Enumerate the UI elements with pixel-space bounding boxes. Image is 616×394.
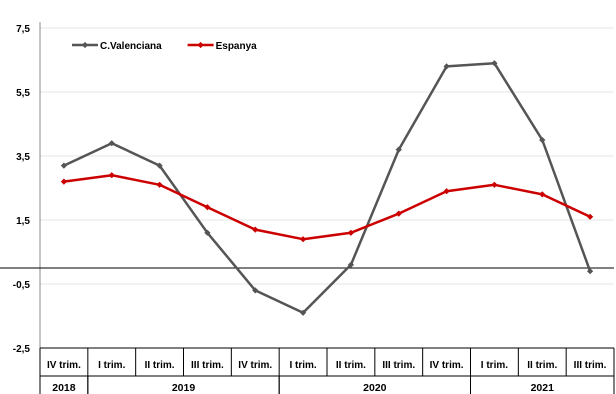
legend-label: Espanya (216, 41, 258, 52)
legend: C.Valenciana Espanya (72, 41, 257, 52)
data-point (395, 210, 402, 217)
data-point (108, 140, 115, 147)
legend-marker (81, 41, 89, 49)
data-point (347, 261, 355, 268)
x-tick-label: IV trim. (47, 360, 81, 371)
year-label: 2021 (531, 382, 555, 394)
y-tick-label: -0,5 (13, 280, 31, 291)
x-tick-label: III trim. (574, 360, 607, 371)
legend-marker (197, 41, 204, 49)
x-axis: IV trim. I trim. II trim. III trim. IV trim.… (39, 347, 615, 394)
data-point (108, 172, 115, 179)
data-point (60, 178, 68, 185)
x-tick-label: I trim. (289, 360, 316, 371)
gridlines (40, 27, 614, 349)
data-point (395, 146, 402, 153)
data-point (586, 268, 594, 275)
x-tick-label: IV trim. (430, 360, 464, 371)
y-tick-label: 1,5 (16, 216, 30, 227)
year-label: 2020 (363, 382, 387, 394)
year-label: 2018 (52, 382, 76, 394)
series-line-espanya (63, 173, 591, 241)
y-tick-label: 3,5 (16, 152, 30, 163)
series-line-c-valenciana (63, 61, 592, 315)
series-lines (60, 60, 594, 316)
data-point (299, 236, 307, 243)
x-tick-label: I trim. (98, 360, 125, 371)
data-point (299, 309, 307, 316)
legend-label: C.Valenciana (100, 41, 162, 52)
x-tick-label: II trim. (527, 360, 557, 371)
x-tick-label: I trim. (481, 360, 508, 371)
data-point (156, 181, 163, 188)
data-point (252, 226, 259, 233)
y-tick-label: 7,5 (16, 24, 30, 35)
y-axis: 7,5 5,5 3,5 1,5 -0,5 -2,5 (13, 22, 41, 355)
y-tick-label: 5,5 (16, 88, 30, 99)
year-label: 2019 (172, 382, 196, 394)
x-tick-label: IV trim. (238, 360, 272, 371)
data-point (491, 181, 498, 188)
x-tick-label: II trim. (145, 360, 175, 371)
y-tick-label: -2,5 (13, 344, 31, 355)
x-tick-label: III trim. (382, 360, 415, 371)
x-tick-label: III trim. (191, 360, 224, 371)
x-tick-label: II trim. (336, 360, 366, 371)
